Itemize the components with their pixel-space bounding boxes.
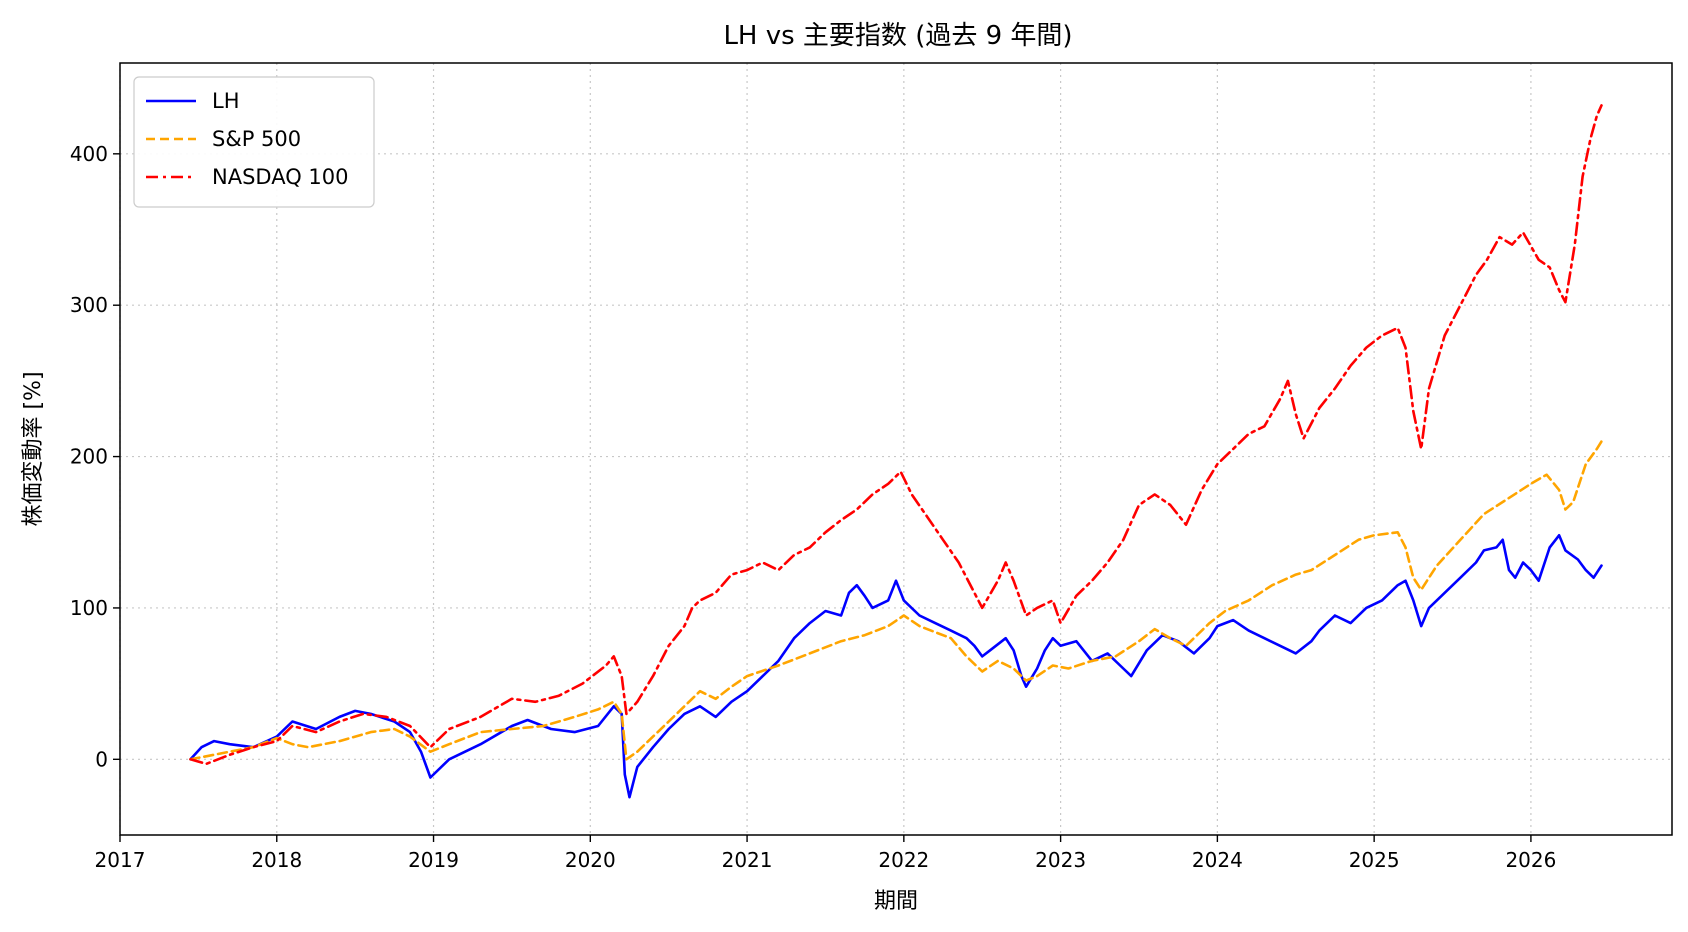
x-tick-label: 2021 xyxy=(722,848,773,872)
series-layer xyxy=(189,104,1603,799)
x-tick-label: 2022 xyxy=(878,848,929,872)
y-tick-label: 100 xyxy=(70,596,108,620)
y-axis-title: 株価変動率 [%] xyxy=(21,371,46,526)
y-tick-label: 400 xyxy=(70,142,108,166)
x-tick-label: 2017 xyxy=(95,848,146,872)
legend: LH S&P 500 NASDAQ 100 xyxy=(133,76,375,208)
x-tick-label: 2024 xyxy=(1192,848,1243,872)
x-tick-label: 2018 xyxy=(251,848,302,872)
series-line-lh xyxy=(189,534,1603,799)
x-axis: 2017 2018 2019 2020 2021 2022 2023 2024 2025 2026 xyxy=(95,835,1556,872)
series-line-s-p-500 xyxy=(189,440,1603,761)
x-tick-label: 2025 xyxy=(1349,848,1400,872)
legend-label: S&P 500 xyxy=(212,127,301,151)
y-tick-label: 0 xyxy=(95,747,108,771)
x-axis-title: 期間 xyxy=(874,889,918,914)
x-tick-label: 2026 xyxy=(1505,848,1556,872)
y-tick-label: 300 xyxy=(70,293,108,317)
legend-box xyxy=(133,76,375,208)
x-tick-label: 2020 xyxy=(565,848,616,872)
y-tick-label: 200 xyxy=(70,445,108,469)
legend-label: LH xyxy=(212,89,240,113)
legend-label: NASDAQ 100 xyxy=(212,165,349,189)
y-axis: 0 100 200 300 400 xyxy=(70,142,120,771)
x-tick-label: 2019 xyxy=(408,848,459,872)
x-tick-label: 2023 xyxy=(1035,848,1086,872)
plot-area-frame xyxy=(119,62,1673,836)
chart-title: LH vs 主要指数 (過去 9 年間) xyxy=(723,21,1072,51)
series-line-nasdaq-100 xyxy=(189,104,1603,766)
grid xyxy=(119,63,1672,835)
